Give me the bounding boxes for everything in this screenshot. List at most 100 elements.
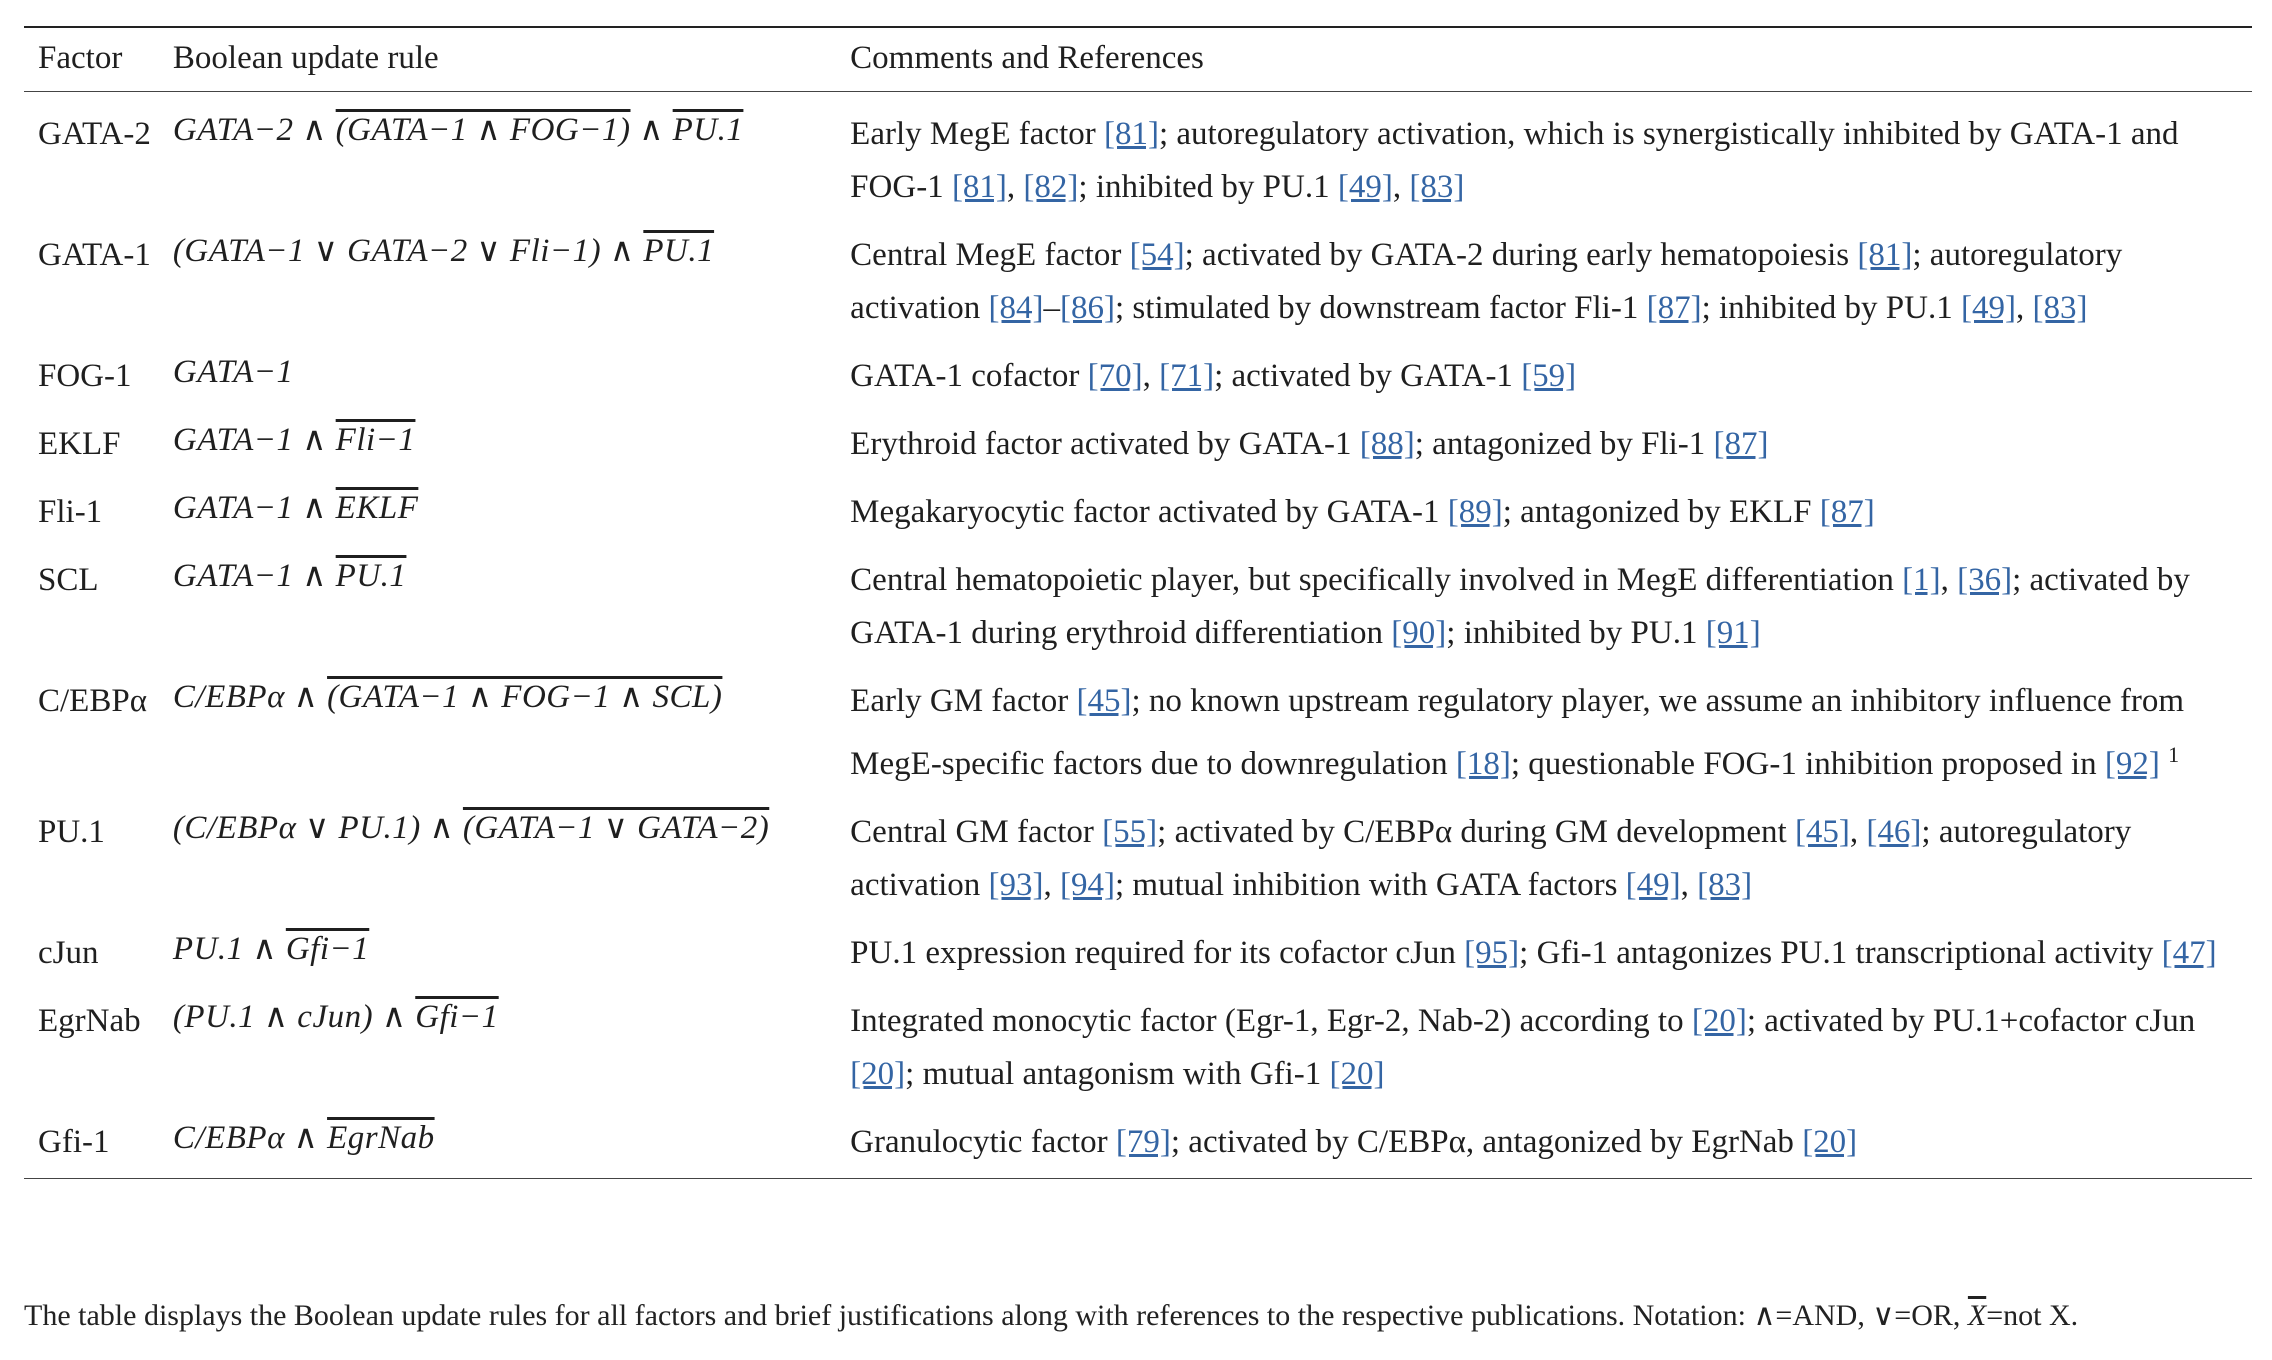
comment-references: Erythroid factor activated by GATA-1 [88… (850, 412, 2252, 480)
reference-link[interactable]: [59] (1521, 358, 1577, 394)
table-row: cJun PU.1 ∧ Gfi−1 PU.1 expression required… (24, 921, 2252, 989)
table-row: C/EBPα C/EBPα ∧ (GATA−1 ∧ FOG−1 ∧ SCL) Ear… (24, 669, 2252, 800)
factor-name: SCL (38, 562, 99, 598)
footnote-marker: 1 (2168, 742, 2180, 767)
comment-references: Granulocytic factor [79]; activated by C… (850, 1110, 2252, 1179)
table-row: Fli-1 GATA−1 ∧ EKLF Megakaryocytic factor … (24, 480, 2252, 548)
reference-link[interactable]: [81] (1103, 116, 1159, 152)
rule-negated-term: Gfi−1 (285, 931, 370, 967)
reference-link[interactable]: [45] (1794, 814, 1850, 850)
comment-text: Integrated monocytic factor (Egr-1, Egr-… (850, 1003, 1692, 1039)
comment-references: Early MegE factor [81]; autoregulatory a… (850, 92, 2252, 224)
reference-link[interactable]: [49] (1625, 867, 1681, 903)
reference-link[interactable]: [49] (1337, 169, 1393, 205)
rule-term: PU.1 ∧ (172, 931, 286, 967)
reference-link[interactable]: [18] (1455, 746, 1511, 782)
factor-name: Fli-1 (38, 494, 103, 530)
boolean-rule: C/EBPα ∧ EgrNab (173, 1110, 850, 1179)
reference-link[interactable]: [46] (1866, 814, 1922, 850)
caption-x-symbol: X (1967, 1299, 1987, 1332)
reference-link[interactable]: [94] (1060, 867, 1116, 903)
reference-link[interactable]: [87] (1713, 426, 1769, 462)
reference-link[interactable]: [95] (1464, 935, 1520, 971)
reference-link[interactable]: [54] (1129, 237, 1185, 273)
rule-term: GATA−1 ∧ (172, 490, 336, 526)
rule-expression: GATA−1 ∧ EKLF (173, 486, 850, 530)
rule-expression: C/EBPα ∧ EgrNab (173, 1116, 850, 1160)
reference-link[interactable]: [36] (1957, 562, 2013, 598)
comment-references: Central MegE factor [54]; activated by G… (850, 223, 2252, 344)
rule-negated-term: PU.1 (672, 112, 744, 148)
reference-link[interactable]: [82] (1023, 169, 1079, 205)
comment-text: , (1849, 814, 1867, 850)
factor-name: PU.1 (38, 814, 105, 850)
comment-references: Central hematopoietic player, but specif… (850, 548, 2252, 669)
factor-name: cJun (38, 935, 99, 971)
table-row: GATA-2 GATA−2 ∧ (GATA−1 ∧ FOG−1) ∧ PU.1 Ea… (24, 92, 2252, 224)
table-row: Gfi-1 C/EBPα ∧ EgrNab Granulocytic factor … (24, 1110, 2252, 1179)
comment-text: ; inhibited by PU.1 (1446, 615, 1706, 651)
rule-term: GATA−2 ∧ (172, 112, 336, 148)
reference-link[interactable]: [71] (1159, 358, 1215, 394)
factor-name: EgrNab (38, 1003, 141, 1039)
reference-link[interactable]: [90] (1391, 615, 1447, 651)
boolean-rule: (C/EBPα ∨ PU.1) ∧ (GATA−1 ∨ GATA−2) (173, 800, 850, 921)
reference-link[interactable]: [88] (1359, 426, 1415, 462)
reference-link[interactable]: [70] (1087, 358, 1143, 394)
table-header-row: Factor Boolean update rule Comments and … (24, 27, 2252, 92)
rule-term: ∧ (630, 112, 673, 148)
reference-link[interactable]: [20] (1329, 1056, 1385, 1092)
reference-link[interactable]: [81] (1857, 237, 1913, 273)
comment-references: GATA-1 cofactor [70], [71]; activated by… (850, 344, 2252, 412)
reference-link[interactable]: [93] (988, 867, 1044, 903)
comment-text: ; activated by GATA-1 during erythroid d… (850, 562, 2190, 651)
comment-text: ; questionable FOG-1 inhibition proposed… (1510, 746, 2105, 782)
boolean-rule: (GATA−1 ∨ GATA−2 ∨ Fli−1) ∧ PU.1 (173, 223, 850, 344)
boolean-rule: (PU.1 ∧ cJun) ∧ Gfi−1 (173, 989, 850, 1110)
reference-link[interactable]: [1] (1902, 562, 1941, 598)
reference-link[interactable]: [20] (850, 1056, 906, 1092)
comment-text: ; no known upstream regulatory player, w… (850, 683, 2185, 782)
reference-link[interactable]: [87] (1819, 494, 1875, 530)
comment-text: ; stimulated by downstream factor Fli-1 (1115, 290, 1647, 326)
comment-text: , (1043, 867, 1061, 903)
reference-link[interactable]: [83] (1409, 169, 1465, 205)
reference-link[interactable]: [83] (2032, 290, 2088, 326)
reference-link[interactable]: [87] (1646, 290, 1702, 326)
rule-expression: GATA−2 ∧ (GATA−1 ∧ FOG−1) ∧ PU.1 (173, 108, 850, 152)
comment-text: , (1392, 169, 1410, 205)
rules-table-container: Factor Boolean update rule Comments and … (24, 26, 2252, 1179)
reference-link[interactable]: [83] (1697, 867, 1753, 903)
comment-text: Early MegE factor (850, 116, 1104, 152)
rule-negated-term: (GATA−1 ∧ FOG−1) (335, 112, 631, 148)
rule-expression: GATA−1 (173, 350, 850, 394)
reference-link[interactable]: [20] (1802, 1124, 1858, 1160)
comment-text: ; autoregulatory activation (850, 814, 2132, 903)
comment-references: Early GM factor [45]; no known upstream … (850, 669, 2252, 800)
reference-link[interactable]: [81] (951, 169, 1007, 205)
boolean-rule: GATA−1 ∧ Fli−1 (173, 412, 850, 480)
comment-text: ; activated by C/EBPα during GM developm… (1157, 814, 1795, 850)
comment-text: Central GM factor (850, 814, 1103, 850)
comment-references: PU.1 expression required for its cofacto… (850, 921, 2252, 989)
reference-link[interactable]: [89] (1447, 494, 1503, 530)
reference-link[interactable]: [84] (988, 290, 1044, 326)
reference-link[interactable]: [45] (1076, 683, 1132, 719)
reference-link[interactable]: [86] (1060, 290, 1116, 326)
boolean-rule: GATA−2 ∧ (GATA−1 ∧ FOG−1) ∧ PU.1 (173, 92, 850, 224)
reference-link[interactable]: [20] (1691, 1003, 1747, 1039)
reference-link[interactable]: [47] (2161, 935, 2217, 971)
comment-text: ; activated by PU.1+cofactor cJun (1746, 1003, 2196, 1039)
comment-text: PU.1 expression required for its cofacto… (850, 935, 1465, 971)
caption-text-after: =not X. (1986, 1299, 2079, 1332)
reference-link[interactable]: [79] (1115, 1124, 1171, 1160)
factor-name: FOG-1 (38, 358, 132, 394)
comment-text: Granulocytic factor (850, 1124, 1116, 1160)
reference-link[interactable]: [92] (2104, 746, 2160, 782)
reference-link[interactable]: [49] (1961, 290, 2016, 326)
table-body: GATA-2 GATA−2 ∧ (GATA−1 ∧ FOG−1) ∧ PU.1 Ea… (24, 92, 2252, 1179)
comment-text: ; autoregulatory activation (850, 237, 2123, 326)
comment-text: , (1680, 867, 1698, 903)
reference-link[interactable]: [91] (1705, 615, 1761, 651)
reference-link[interactable]: [55] (1102, 814, 1158, 850)
